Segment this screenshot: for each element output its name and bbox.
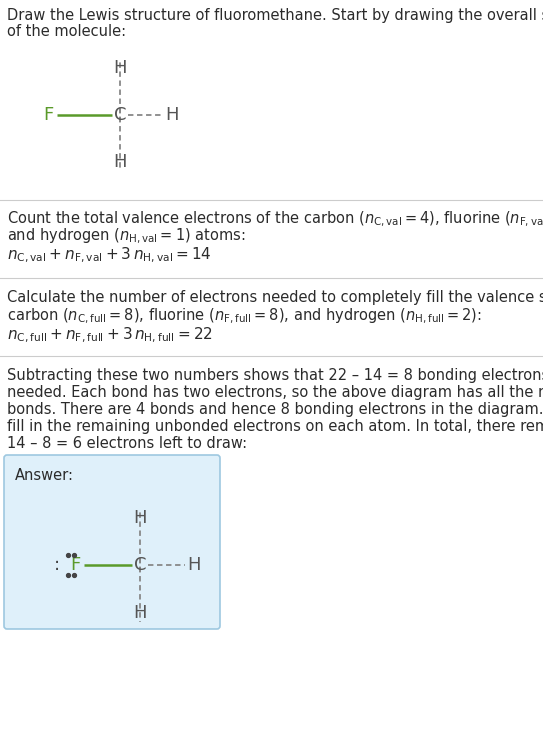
Text: Answer:: Answer: — [15, 468, 74, 483]
Text: $n_\mathrm{C,val} + n_\mathrm{F,val} + 3\,n_\mathrm{H,val} = 14$: $n_\mathrm{C,val} + n_\mathrm{F,val} + 3… — [7, 246, 212, 266]
Text: carbon ($n_\mathrm{C,full} = 8$), fluorine ($n_\mathrm{F,full} = 8$), and hydrog: carbon ($n_\mathrm{C,full} = 8$), fluori… — [7, 307, 482, 326]
Text: and hydrogen ($n_\mathrm{H,val} = 1$) atoms:: and hydrogen ($n_\mathrm{H,val} = 1$) at… — [7, 227, 245, 246]
Text: F: F — [70, 556, 80, 574]
Text: H: H — [133, 509, 147, 527]
Text: H: H — [113, 59, 127, 77]
Text: bonds. There are 4 bonds and hence 8 bonding electrons in the diagram. Lastly,: bonds. There are 4 bonds and hence 8 bon… — [7, 402, 543, 417]
FancyBboxPatch shape — [4, 455, 220, 629]
Text: $n_\mathrm{C,full} + n_\mathrm{F,full} + 3\,n_\mathrm{H,full} = 22$: $n_\mathrm{C,full} + n_\mathrm{F,full} +… — [7, 326, 213, 346]
Text: C: C — [134, 556, 146, 574]
Text: H: H — [113, 153, 127, 171]
Text: fill in the remaining unbonded electrons on each atom. In total, there remain: fill in the remaining unbonded electrons… — [7, 419, 543, 434]
Text: H: H — [187, 556, 201, 574]
Text: Count the total valence electrons of the carbon ($n_\mathrm{C,val} = 4$), fluori: Count the total valence electrons of the… — [7, 210, 543, 230]
Text: H: H — [133, 604, 147, 622]
Text: :: : — [54, 556, 60, 574]
Text: F: F — [43, 106, 53, 124]
Text: H: H — [165, 106, 179, 124]
Text: Draw the Lewis structure of fluoromethane. Start by drawing the overall structur: Draw the Lewis structure of fluoromethan… — [7, 8, 543, 23]
Text: of the molecule:: of the molecule: — [7, 24, 126, 39]
Text: needed. Each bond has two electrons, so the above diagram has all the necessary: needed. Each bond has two electrons, so … — [7, 385, 543, 400]
Text: C: C — [113, 106, 127, 124]
Text: 14 – 8 = 6 electrons left to draw:: 14 – 8 = 6 electrons left to draw: — [7, 436, 247, 451]
Text: Calculate the number of electrons needed to completely fill the valence shells f: Calculate the number of electrons needed… — [7, 290, 543, 305]
Text: Subtracting these two numbers shows that 22 – 14 = 8 bonding electrons are: Subtracting these two numbers shows that… — [7, 368, 543, 383]
